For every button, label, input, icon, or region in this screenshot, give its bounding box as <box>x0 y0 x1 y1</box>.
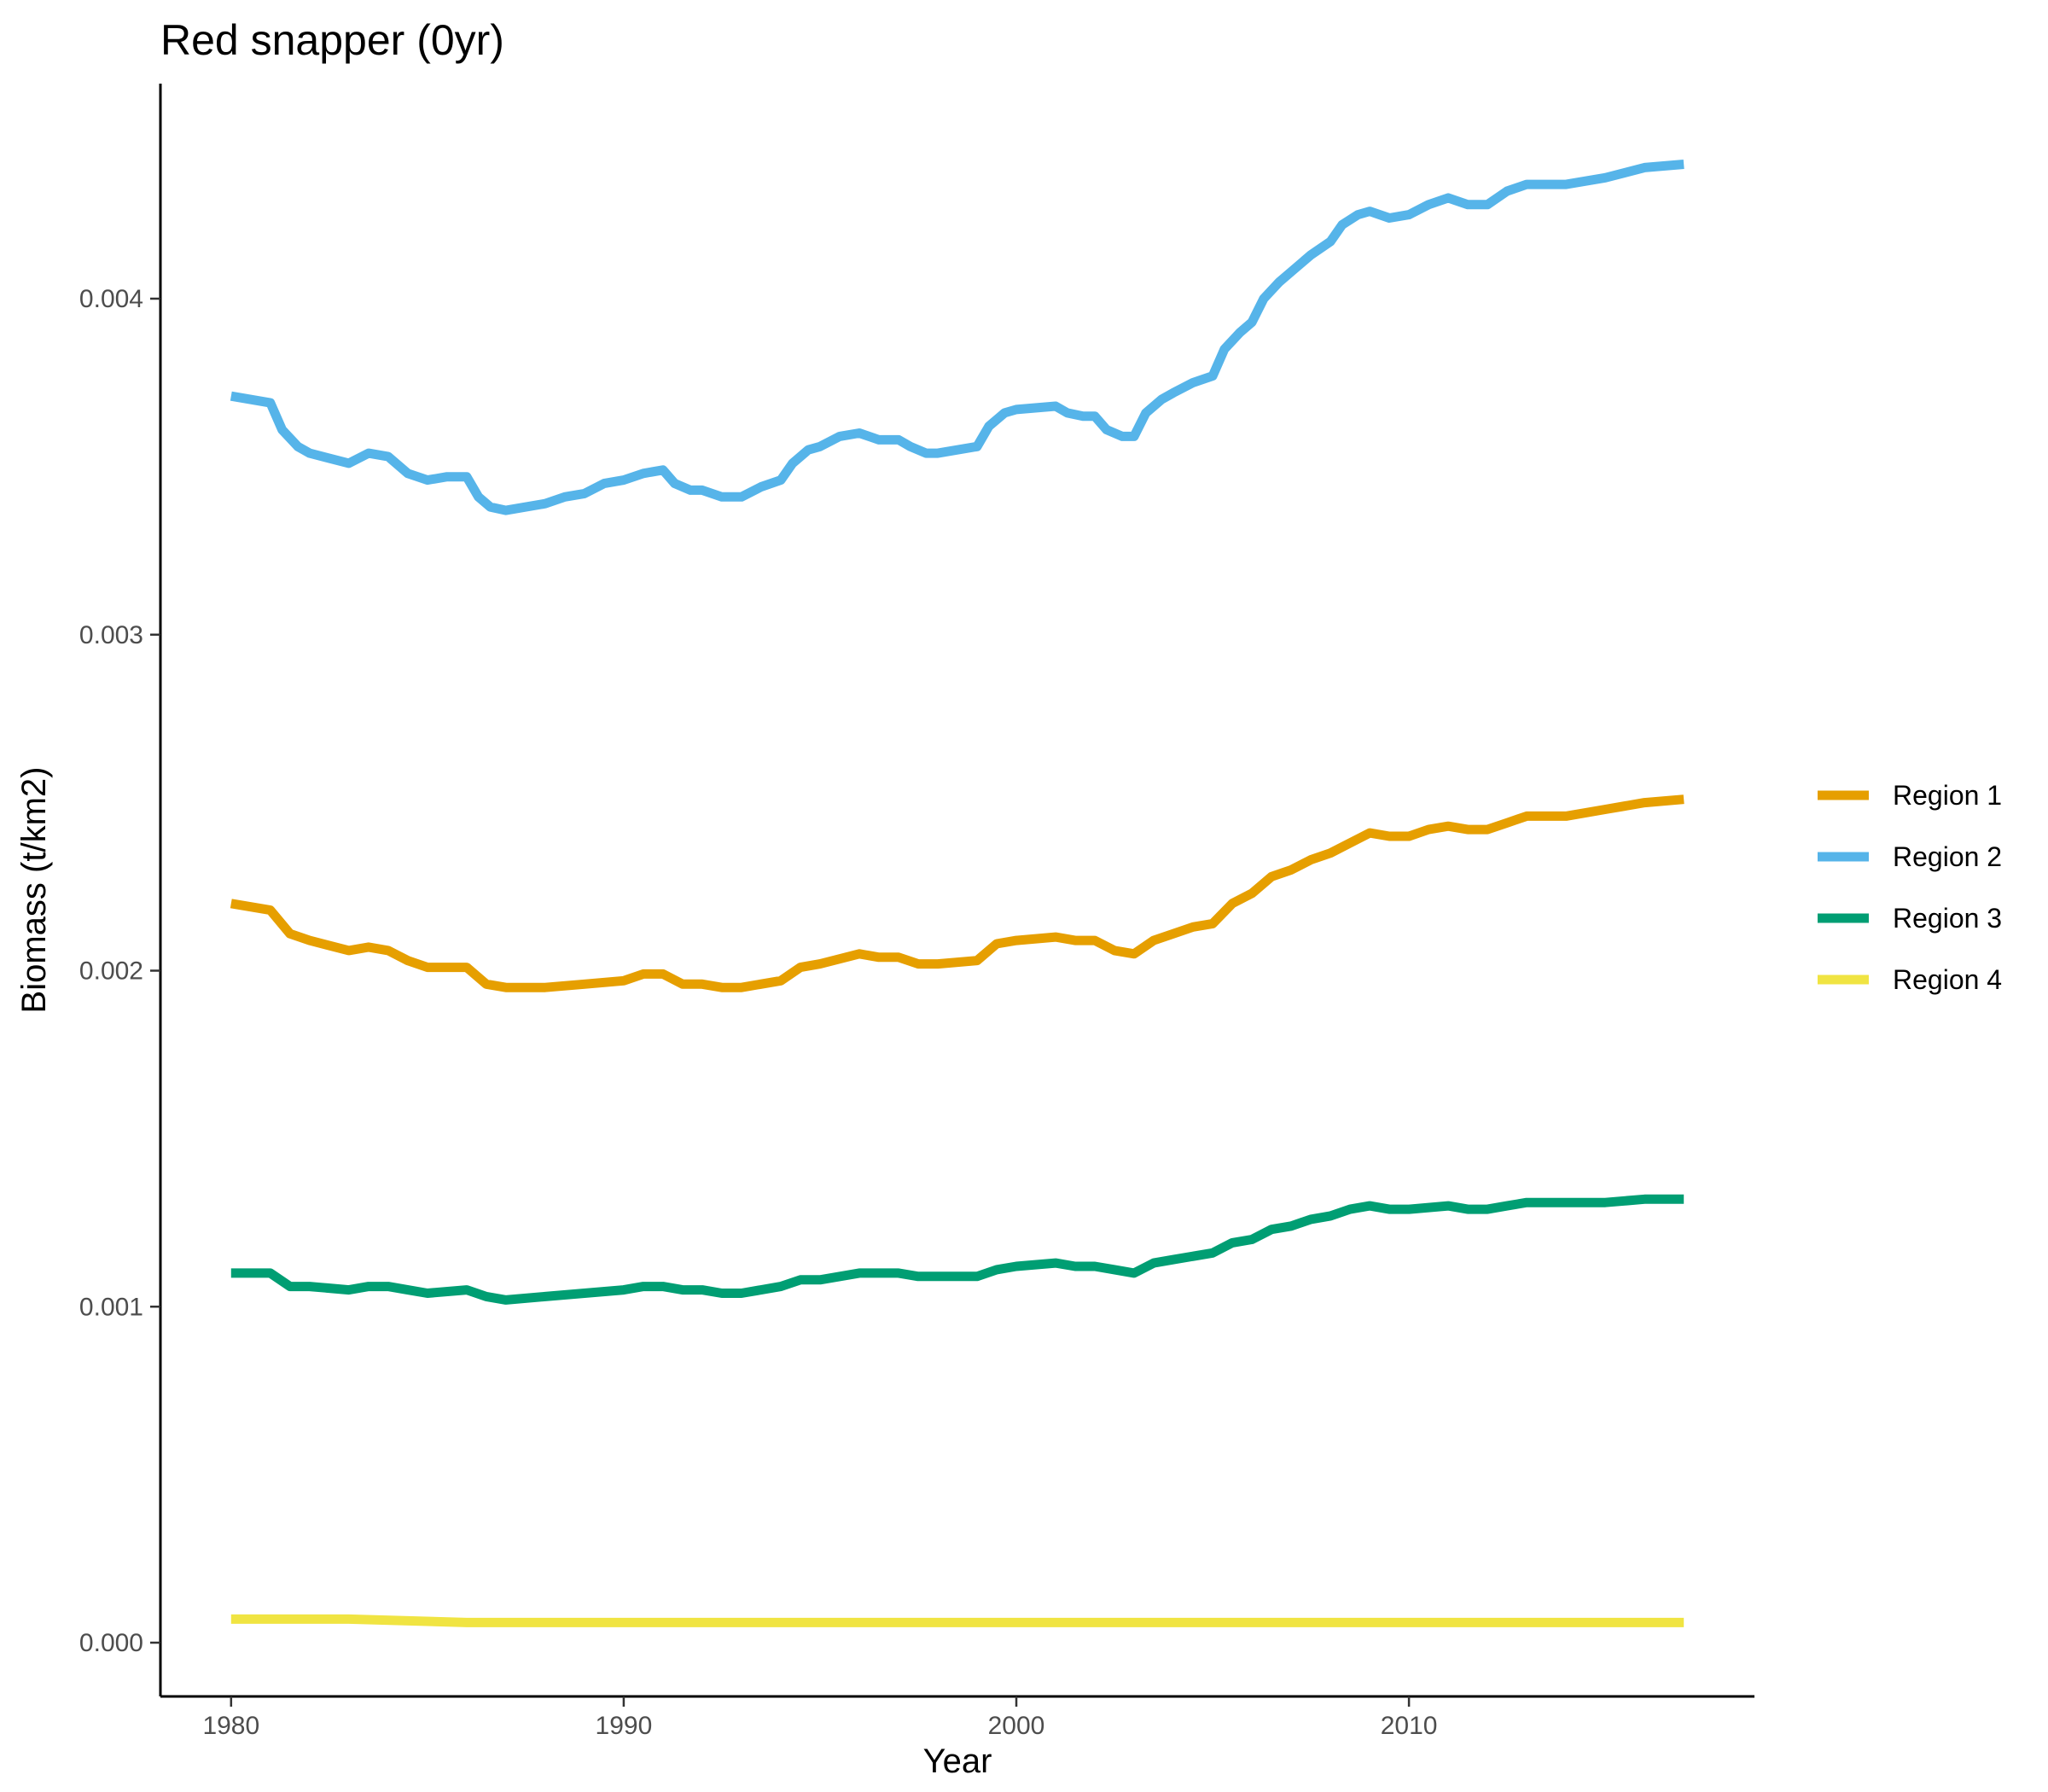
legend-label-region-1: Region 1 <box>1893 780 2002 811</box>
x-tick-label: 1980 <box>202 1712 259 1740</box>
y-tick-label: 0.004 <box>79 285 143 313</box>
series-line-region-2 <box>230 160 1684 515</box>
y-tick-label: 0.000 <box>79 1629 143 1657</box>
y-tick-label: 0.003 <box>79 621 143 649</box>
legend-label-region-4: Region 4 <box>1893 964 2002 995</box>
x-tick-label: 1990 <box>596 1712 653 1740</box>
y-tick-label: 0.002 <box>79 957 143 986</box>
series-line-region-1 <box>230 794 1684 992</box>
x-axis-ticks: 1980 1990 2000 2010 <box>202 1696 1437 1740</box>
series-layer <box>230 160 1684 1627</box>
legend-label-region-2: Region 2 <box>1893 841 2002 872</box>
x-tick-label: 2010 <box>1381 1712 1438 1740</box>
series-line-region-3 <box>230 1194 1684 1305</box>
series-line-region-4 <box>230 1614 1684 1627</box>
y-axis-ticks: 0.000 0.001 0.002 0.003 0.004 <box>79 285 160 1657</box>
legend: Region 1 Region 2 Region 3 Region 4 <box>1818 780 2002 995</box>
y-axis-title: Biomass (t/km2) <box>15 767 53 1014</box>
x-tick-label: 2000 <box>988 1712 1045 1740</box>
legend-label-region-3: Region 3 <box>1893 903 2002 934</box>
y-tick-label: 0.001 <box>79 1293 143 1321</box>
chart-title: Red snapper (0yr) <box>160 16 504 64</box>
x-axis-title: Year <box>923 1743 992 1780</box>
